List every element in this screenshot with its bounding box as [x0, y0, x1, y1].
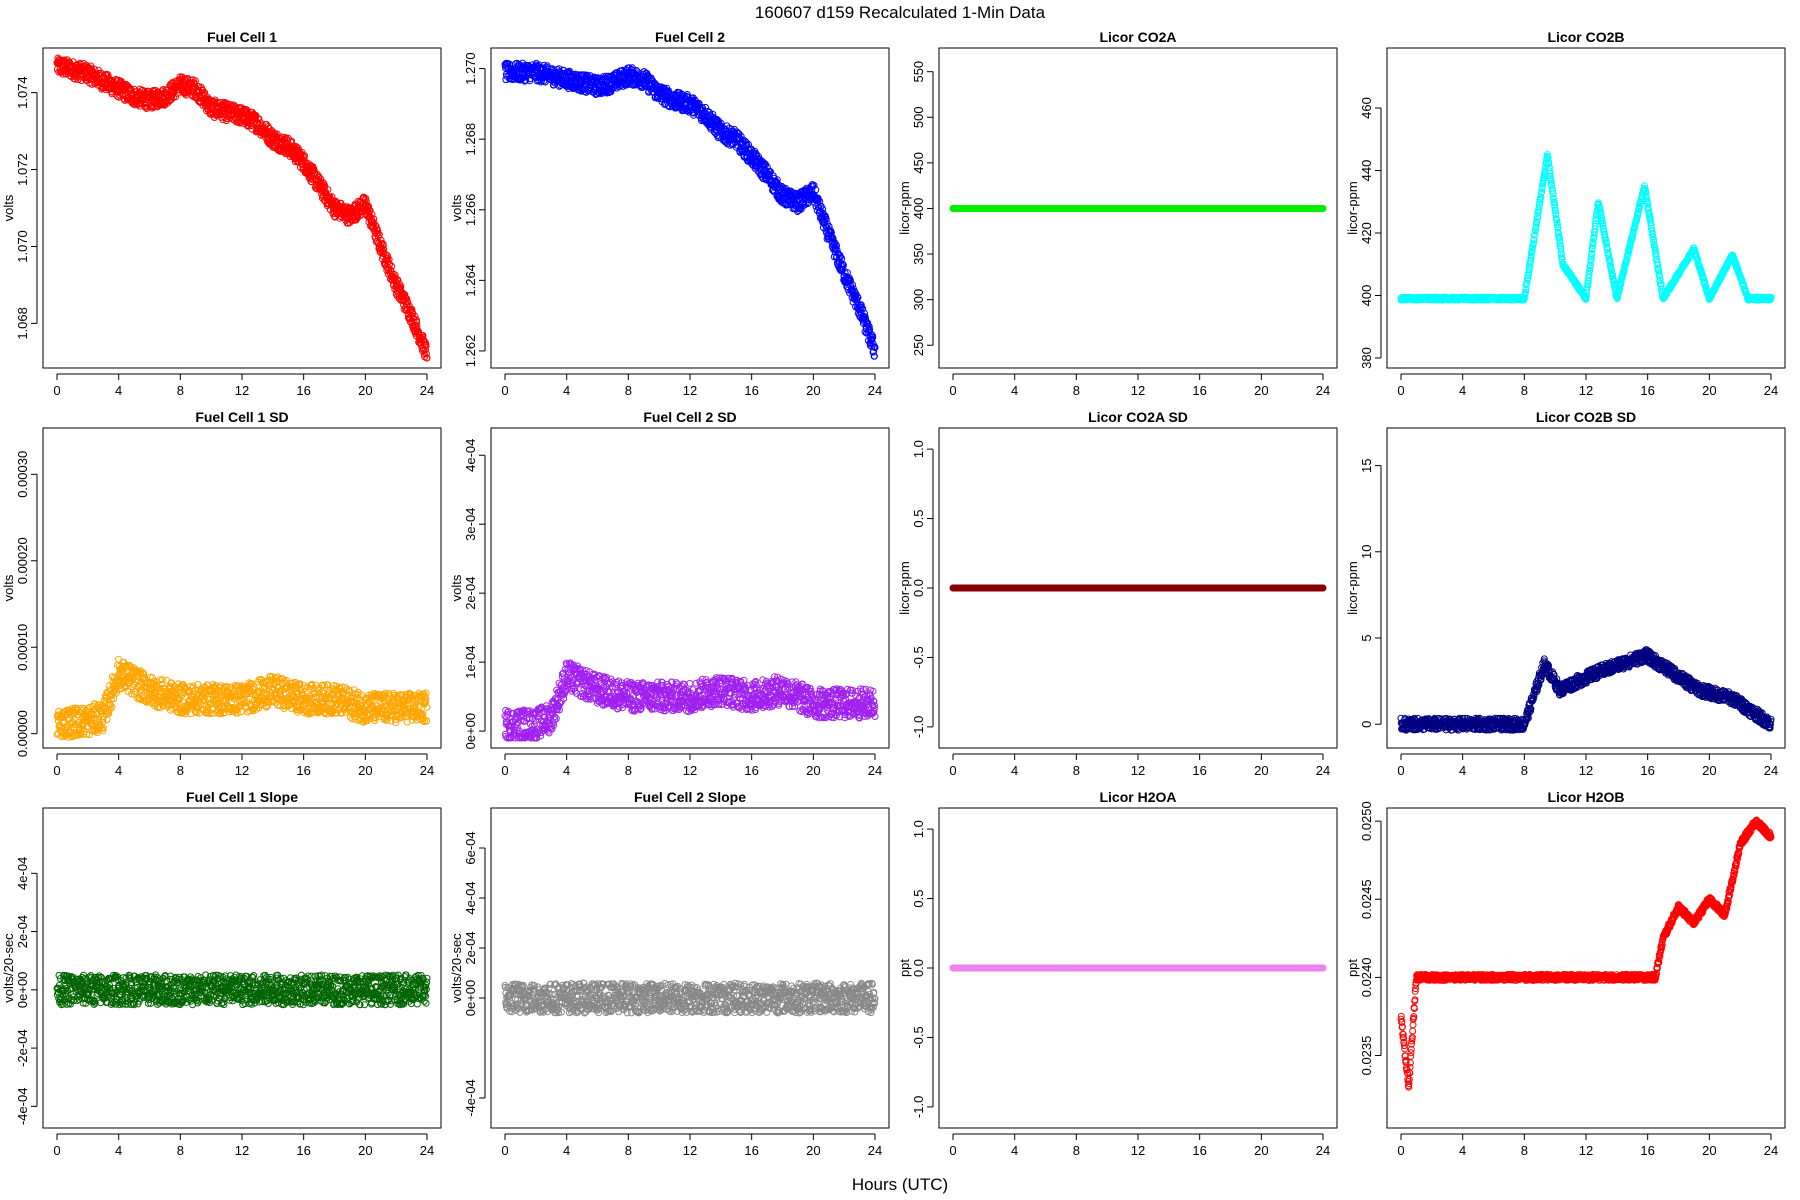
y-tick-label: 1.072 — [15, 153, 30, 186]
data-point — [172, 93, 180, 101]
x-tick-label: 4 — [1459, 383, 1466, 398]
x-tick-label: 0 — [501, 383, 508, 398]
x-tick-label: 12 — [235, 383, 249, 398]
y-axis-label: licor-ppm — [1345, 181, 1360, 234]
x-tick-label: 12 — [235, 763, 249, 778]
data-points — [53, 54, 431, 362]
x-tick-label: 8 — [625, 383, 632, 398]
y-axis-label: volts — [1, 574, 16, 601]
y-tick-label: 1.070 — [15, 230, 30, 263]
y-tick-label: 1.068 — [15, 307, 30, 340]
y-tick-label: 1.262 — [463, 335, 478, 368]
y-tick-label: 0.00000 — [15, 710, 30, 757]
x-tick-label: 20 — [1254, 383, 1268, 398]
panel-title: Fuel Cell 2 — [655, 29, 725, 45]
panel-2: Licor CO2A 0 4 8 12 16 20 24 250 300 350 400 450 500 5… — [897, 29, 1338, 398]
figure-title: 160607 d159 Recalculated 1-Min Data — [755, 3, 1046, 22]
y-tick-label: 0.00020 — [15, 537, 30, 584]
panel-4: Fuel Cell 1 SD 0 4 8 12 16 20 24 0.00000 0.00010 0… — [1, 409, 442, 778]
y-tick-label: 460 — [1359, 97, 1374, 119]
x-tick-label: 12 — [1131, 383, 1145, 398]
x-tick-label: 8 — [1521, 383, 1528, 398]
y-tick-label: 350 — [911, 243, 926, 265]
data-points — [53, 655, 431, 741]
y-tick-label: 1.268 — [463, 123, 478, 156]
x-tick-label: 20 — [806, 383, 820, 398]
y-tick-label: 300 — [911, 289, 926, 311]
y-tick-label: 0.00010 — [15, 624, 30, 671]
data-points — [949, 205, 1327, 212]
y-tick-label: 250 — [911, 334, 926, 356]
y-tick-label: 1.264 — [463, 264, 478, 297]
plot-frame — [1386, 47, 1786, 369]
x-tick-label: 12 — [1579, 383, 1593, 398]
x-tick-label: 16 — [1192, 383, 1206, 398]
y-tick-label: 450 — [911, 152, 926, 174]
x-tick-label: 4 — [115, 383, 122, 398]
y-tick-label: 1.266 — [463, 193, 478, 226]
panel-1: Fuel Cell 2 0 4 8 12 16 20 24 1.262 1.264 1.266 1.2… — [449, 29, 890, 398]
x-tick-label: 8 — [1073, 383, 1080, 398]
figure-x-axis-label: Hours (UTC) — [852, 1175, 948, 1194]
panel-title: Fuel Cell 1 SD — [195, 409, 288, 425]
x-tick-label: 4 — [1011, 383, 1018, 398]
data-point — [870, 352, 878, 360]
panel-title: Fuel Cell 1 — [207, 29, 277, 45]
x-tick-label: 4 — [115, 763, 122, 778]
x-tick-label: 20 — [1702, 383, 1716, 398]
y-tick-label: 0.00030 — [15, 451, 30, 498]
x-tick-label: 24 — [1764, 383, 1778, 398]
data-point — [146, 103, 154, 111]
x-tick-label: 0 — [1397, 383, 1404, 398]
y-axis-label: volts — [449, 194, 464, 221]
x-tick-label: 0 — [53, 763, 60, 778]
x-tick-label: 8 — [177, 383, 184, 398]
data-points — [501, 59, 879, 360]
x-tick-label: 16 — [296, 383, 310, 398]
y-tick-label: 400 — [1359, 285, 1374, 307]
panel-3: Licor CO2B 0 4 8 12 16 20 24 380 400 420 440 460 lico… — [1345, 29, 1786, 398]
x-tick-label: 24 — [420, 763, 434, 778]
x-tick-label: 0 — [53, 383, 60, 398]
x-tick-label: 8 — [177, 763, 184, 778]
x-tick-label: 16 — [1640, 383, 1654, 398]
y-axis-label: volts — [1, 194, 16, 221]
y-tick-label: 420 — [1359, 222, 1374, 244]
panel-title: Licor CO2A — [1099, 29, 1176, 45]
x-tick-label: 24 — [1316, 383, 1330, 398]
x-tick-label: 20 — [358, 763, 372, 778]
y-tick-label: 550 — [911, 61, 926, 83]
y-tick-label: 400 — [911, 198, 926, 220]
x-tick-label: 24 — [868, 383, 882, 398]
x-tick-label: 4 — [563, 383, 570, 398]
data-points — [1397, 151, 1775, 304]
y-tick-label: 500 — [911, 106, 926, 128]
y-axis-label: licor-ppm — [897, 181, 912, 234]
x-tick-label: 16 — [296, 763, 310, 778]
x-tick-label: 20 — [358, 383, 372, 398]
y-tick-label: 1.074 — [15, 76, 30, 109]
y-tick-label: 440 — [1359, 160, 1374, 182]
panel-0: Fuel Cell 1 0 4 8 12 16 20 24 1.068 1.070 1.072 1.0… — [1, 29, 442, 398]
x-tick-label: 12 — [683, 383, 697, 398]
plot-frame — [42, 47, 442, 369]
y-tick-label: 1.270 — [463, 52, 478, 85]
x-tick-label: 16 — [744, 383, 758, 398]
chart-panels: Fuel Cell 1 0 4 8 12 16 20 24 1.068 1.070 1.072 1.0… — [1, 29, 1786, 1158]
data-point — [191, 77, 199, 85]
x-tick-label: 0 — [949, 383, 956, 398]
x-tick-label: 24 — [420, 383, 434, 398]
y-tick-label: 380 — [1359, 347, 1374, 369]
panel-title: Licor CO2B — [1547, 29, 1624, 45]
